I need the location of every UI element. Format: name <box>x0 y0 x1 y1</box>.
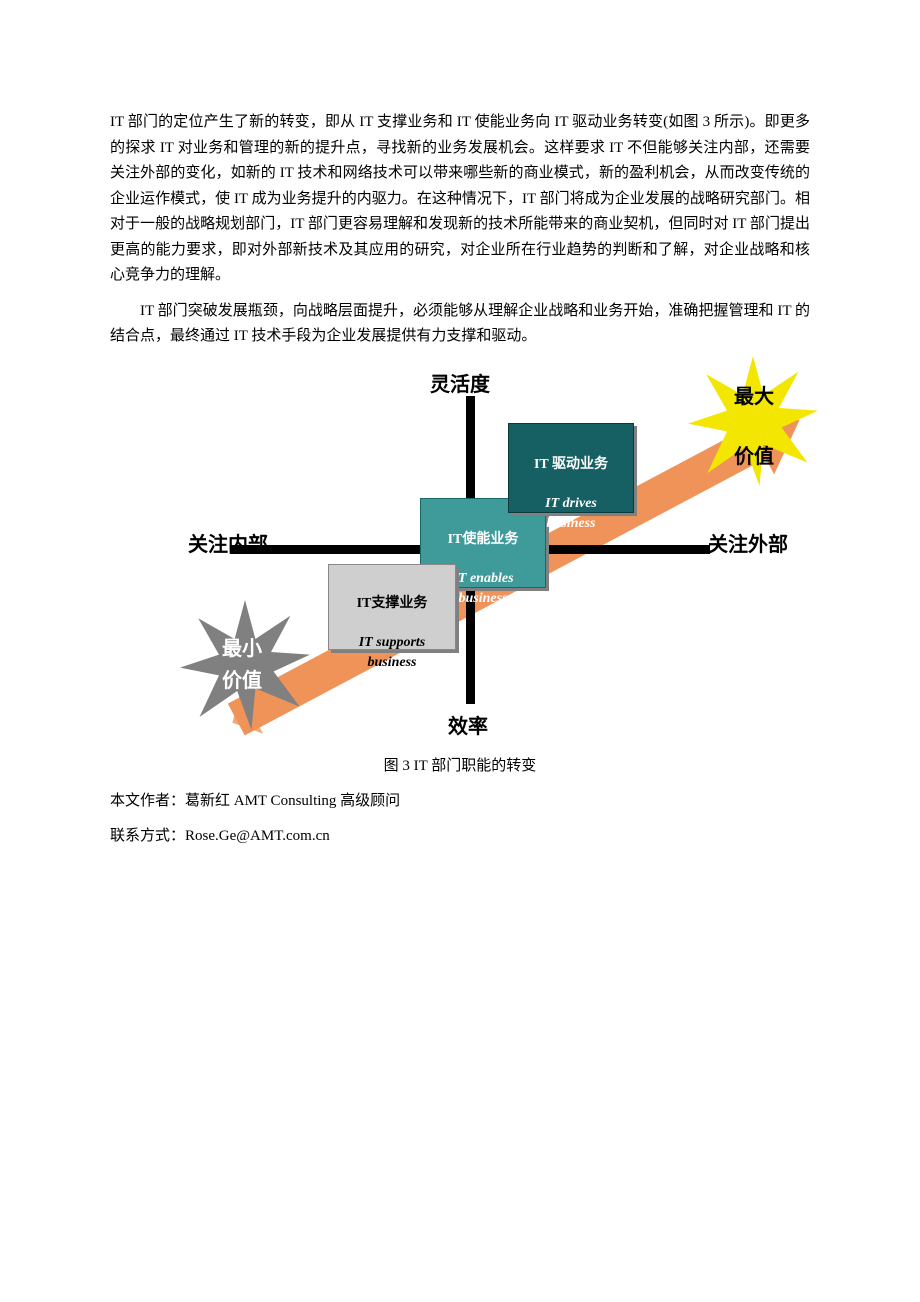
box-label-en: IT drives business <box>545 496 597 531</box>
star-text: 价值 <box>222 670 262 692</box>
box-label-cn: IT 驱动业务 <box>534 457 608 472</box>
box-label-cn: IT支撑业务 <box>357 596 428 611</box>
star-max-label-1: 最大 <box>694 380 814 409</box>
axis-label-left: 关注内部 <box>188 528 268 557</box>
author-line: 本文作者：葛新红 AMT Consulting 高级顾问 <box>110 789 810 810</box>
box-it-drives: IT 驱动业务 IT drives business <box>508 423 634 513</box>
star-min-label: 最小 价值 <box>182 633 302 697</box>
body-paragraph: IT 部门突破发展瓶颈，向战略层面提升，必须能够从理解企业战略和业务开始，准确把… <box>110 299 810 350</box>
box-label-en: IT enables business <box>452 571 513 606</box>
figure-3-diagram: 灵活度 效率 关注内部 关注外部 IT支撑业务 IT supports busi… <box>110 368 810 748</box>
contact-line: 联系方式：Rose.Ge@AMT.com.cn <box>110 824 810 845</box>
axis-label-right: 关注外部 <box>708 528 788 557</box>
box-label-en: IT supports business <box>359 635 426 670</box>
star-max-label-2: 价值 <box>694 440 814 469</box>
figure-caption: 图 3 IT 部门职能的转变 <box>110 754 810 775</box>
box-it-supports: IT支撑业务 IT supports business <box>328 564 456 650</box>
axis-label-bottom: 效率 <box>448 710 488 739</box>
axis-label-top: 灵活度 <box>430 368 490 397</box>
star-text: 最小 <box>222 638 262 660</box>
box-label-cn: IT使能业务 <box>448 532 519 547</box>
body-paragraph: IT 部门的定位产生了新的转变，即从 IT 支撑业务和 IT 使能业务向 IT … <box>110 110 810 289</box>
